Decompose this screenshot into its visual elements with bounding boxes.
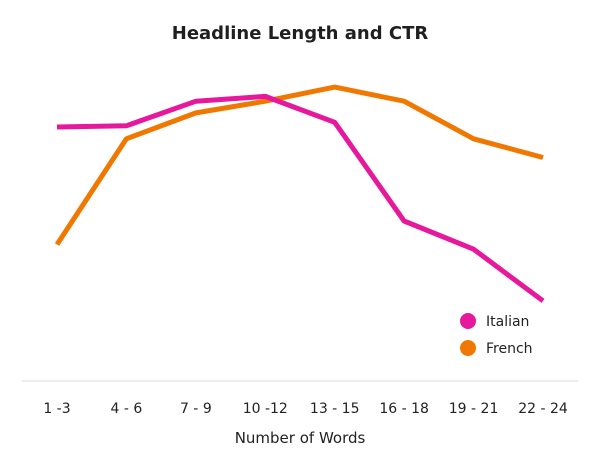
x-tick-label: 22 - 24 [518,401,568,417]
legend-marker-french [460,340,476,356]
chart-title: Headline Length and CTR [172,23,429,44]
series-line-french [54,84,544,246]
x-tick-label: 16 - 18 [379,401,429,417]
legend: Italian French [460,313,533,357]
x-tick-label: 19 - 21 [449,401,499,417]
legend-label-french: French [486,341,533,357]
x-axis-label: Number of Words [235,429,366,447]
x-tick-label: 4 - 6 [111,401,143,417]
x-tick-label: 1 -3 [43,401,70,417]
legend-label-italian: Italian [486,314,529,330]
x-axis-ticks: 1 -3 4 - 6 7 - 9 10 -12 13 - 15 16 - 18 19 - 2… [43,401,568,417]
series-line-italian [56,93,545,303]
series-lines [54,84,545,303]
legend-marker-italian [460,313,476,329]
x-tick-label: 13 - 15 [310,401,360,417]
x-tick-label: 10 -12 [243,401,288,417]
x-tick-label: 7 - 9 [180,401,212,417]
